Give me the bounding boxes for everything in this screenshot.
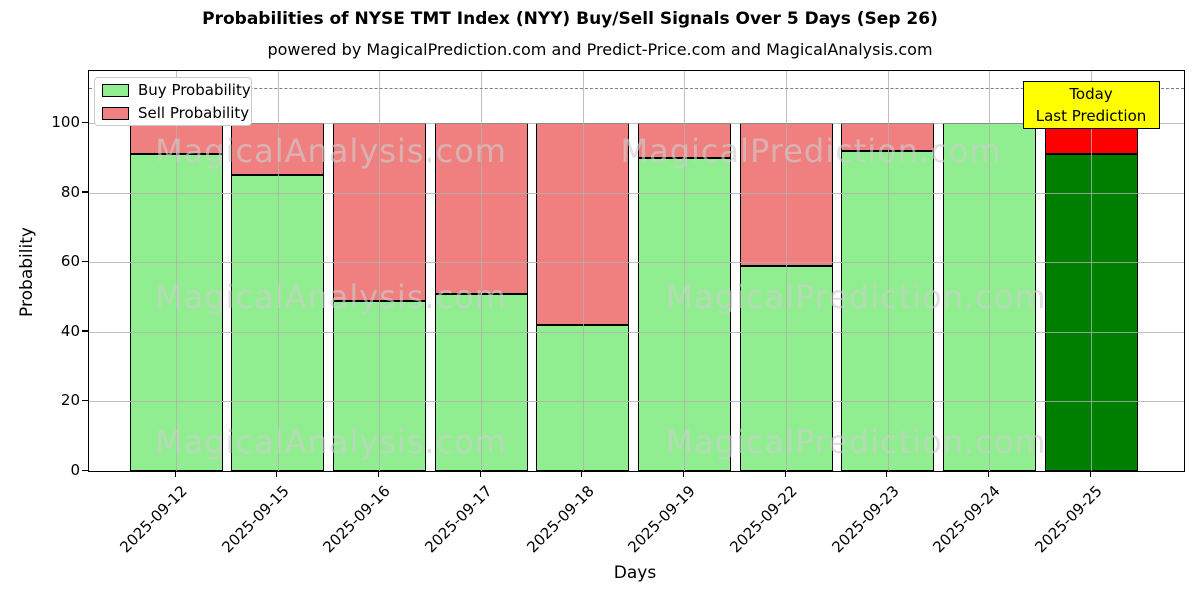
y-tick-mark-0 <box>82 469 88 471</box>
legend-row-sell: Sell Probability <box>102 102 251 124</box>
vgrid-2025-09-15 <box>277 71 279 471</box>
y-tick-label-0: 0 <box>70 461 80 479</box>
plot-area: MagicalAnalysis.com MagicalPrediction.com… <box>88 70 1185 472</box>
vgrid-2025-09-22 <box>786 71 788 471</box>
chart-subtitle: powered by MagicalPrediction.com and Pre… <box>267 40 933 59</box>
x-tick-mark-2025-09-23 <box>886 471 888 477</box>
watermark-text: MagicalPrediction.com <box>665 423 1047 461</box>
x-tick-mark-2025-09-18 <box>581 471 583 477</box>
sell-swatch-icon <box>102 106 129 120</box>
watermark-text: MagicalPrediction.com <box>665 278 1047 316</box>
x-tick-label-2025-09-12: 2025-09-12 <box>116 482 191 557</box>
hgrid-40 <box>89 331 1184 333</box>
hgrid-20 <box>89 401 1184 403</box>
legend-row-buy: Buy Probability <box>102 79 251 101</box>
vgrid-2025-09-19 <box>684 71 686 471</box>
y-tick-label-80: 80 <box>60 182 80 201</box>
watermark-text: MagicalPrediction.com <box>620 132 1002 170</box>
vgrid-2025-09-24 <box>989 71 991 471</box>
vgrid-2025-09-17 <box>481 71 482 471</box>
y-tick-mark-40 <box>82 330 88 332</box>
y-tick-mark-80 <box>82 191 88 193</box>
y-tick-mark-100 <box>82 121 88 123</box>
x-tick-mark-2025-09-16 <box>377 471 380 477</box>
watermark-text: MagicalAnalysis.com <box>155 423 507 461</box>
x-axis-label: Days <box>613 563 657 583</box>
hgrid-60 <box>89 262 1184 264</box>
vgrid-2025-09-25 <box>1091 71 1093 471</box>
y-tick-label-100: 100 <box>51 113 80 132</box>
chart-title: Probabilities of NYSE TMT Index (NYY) Bu… <box>202 9 938 29</box>
x-tick-mark-2025-09-22 <box>784 471 786 477</box>
y-tick-label-20: 20 <box>60 391 80 410</box>
y-tick-label-40: 40 <box>60 321 80 340</box>
x-tick-mark-2025-09-24 <box>987 471 990 477</box>
y-tick-mark-60 <box>82 260 88 263</box>
legend-label-buy: Buy Probability <box>138 81 251 99</box>
watermark-text: MagicalAnalysis.com <box>155 132 507 170</box>
buy-swatch-icon <box>102 83 129 97</box>
y-tick-mark-20 <box>82 399 88 402</box>
today-annotation: Today Last Prediction <box>1022 81 1160 129</box>
today-annotation-line1: Today <box>1069 85 1113 103</box>
today-annotation-line2: Last Prediction <box>1035 107 1147 125</box>
x-tick-mark-2025-09-17 <box>479 471 481 477</box>
hgrid-80 <box>89 192 1184 194</box>
legend: Buy Probability Sell Probability <box>94 77 252 126</box>
x-tick-mark-2025-09-25 <box>1089 471 1091 477</box>
x-tick-mark-2025-09-19 <box>682 471 685 477</box>
threshold-dashed-line <box>89 88 1184 90</box>
watermark-text: MagicalAnalysis.com <box>155 278 507 316</box>
x-tick-mark-2025-09-12 <box>174 471 176 477</box>
vgrid-2025-09-16 <box>379 71 381 471</box>
x-tick-mark-2025-09-15 <box>276 471 278 477</box>
legend-label-sell: Sell Probability <box>138 104 250 122</box>
hgrid-100 <box>89 123 1184 125</box>
y-tick-label-60: 60 <box>60 252 80 271</box>
vgrid-2025-09-18 <box>582 71 584 471</box>
vgrid-2025-09-12 <box>176 71 177 471</box>
y-axis-label: Probability <box>17 227 37 317</box>
vgrid-2025-09-23 <box>887 71 889 471</box>
